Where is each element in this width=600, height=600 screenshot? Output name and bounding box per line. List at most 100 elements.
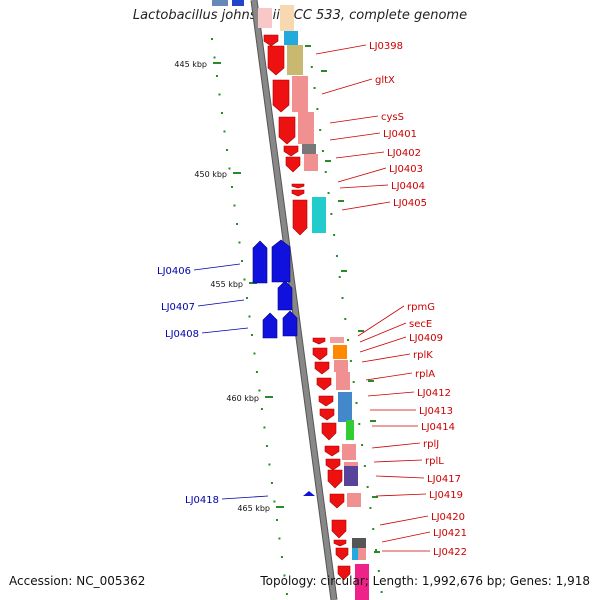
forward-gene-label: LJ0419: [429, 490, 463, 501]
gene-leader-line: [193, 263, 241, 271]
forward-gene-arrow: [291, 183, 305, 189]
scale-tick-dot: [313, 87, 316, 89]
scale-tick-dot: [228, 167, 231, 170]
scale-tick-dot: [211, 38, 213, 40]
function-class-block: [287, 45, 303, 75]
reverse-gene-label: LJ0406: [157, 266, 191, 277]
function-class-block: [292, 76, 308, 112]
scale-tick-dot: [225, 149, 228, 151]
forward-gene-label: rplL: [425, 456, 444, 467]
scale-major-tick: [265, 396, 273, 398]
scale-minor-tick: [341, 270, 347, 272]
scale-tick-dot: [335, 255, 338, 257]
scale-minor-tick: [374, 551, 380, 553]
scale-tick-dot: [352, 381, 355, 383]
forward-gene-arrow: [337, 565, 351, 581]
forward-gene-label: cysS: [381, 112, 404, 123]
scale-tick-dot: [275, 519, 278, 521]
forward-gene-label: LJ0412: [417, 388, 451, 399]
reverse-gene-label: LJ0407: [161, 302, 195, 313]
gene-leader-line: [315, 44, 367, 55]
scale-tick-dot: [377, 570, 380, 572]
scale-tick-dot: [218, 93, 221, 96]
scale-tick-dot: [278, 537, 281, 540]
reverse-gene-arrow: [282, 310, 298, 337]
gene-leader-line: [359, 322, 407, 343]
scale-tick-dot: [230, 186, 233, 188]
reverse-gene-arrow: [271, 239, 291, 283]
forward-gene-arrow: [285, 156, 301, 173]
scale-minor-tick: [325, 160, 331, 162]
forward-gene-arrow: [312, 337, 326, 345]
scale-tick-dot: [355, 402, 358, 404]
forward-gene-arrow: [272, 79, 290, 113]
gene-leader-line: [371, 442, 421, 449]
scale-tick-dot: [248, 315, 251, 318]
forward-gene-arrow: [312, 347, 328, 361]
forward-gene-label: LJ0404: [391, 181, 425, 192]
function-class-block: [330, 337, 344, 343]
scale-tick-dot: [330, 213, 333, 215]
gene-leader-line: [335, 151, 385, 159]
gene-leader-line: [329, 132, 381, 141]
forward-gene-arrow: [292, 199, 308, 236]
scale-tick-dot: [273, 500, 276, 503]
accession-text: Accession: NC_005362: [9, 574, 146, 588]
gene-leader-line: [197, 299, 245, 307]
reverse-gene-arrow: [252, 240, 268, 284]
function-class-block: [212, 0, 228, 6]
scale-tick-dot: [324, 171, 327, 173]
scale-label: 445 kbp: [174, 60, 207, 69]
forward-gene-arrow: [329, 493, 345, 509]
scale-tick-dot: [258, 389, 261, 392]
gene-leader-line: [357, 305, 405, 337]
gene-leader-line: [339, 184, 389, 189]
forward-gene-arrow: [314, 361, 330, 375]
forward-gene-arrow: [318, 395, 334, 407]
scale-tick-dot: [375, 549, 378, 551]
scale-tick-dot: [213, 56, 216, 59]
forward-gene-label: LJ0409: [409, 333, 443, 344]
forward-gene-arrow: [333, 539, 347, 547]
scale-tick-dot: [250, 334, 253, 336]
scale-minor-tick: [338, 200, 344, 202]
scale-major-tick: [276, 506, 284, 508]
scale-minor-tick: [305, 45, 311, 47]
function-class-block: [344, 466, 358, 486]
reverse-gene-arrow: [277, 280, 293, 311]
forward-gene-arrow: [324, 445, 340, 457]
forward-gene-arrow: [325, 458, 341, 471]
scale-tick-dot: [327, 192, 330, 194]
scale-tick-dot: [333, 234, 336, 236]
scale-tick-dot: [245, 297, 248, 299]
scale-tick-dot: [260, 408, 263, 410]
scale-tick-dot: [338, 276, 341, 278]
function-class-block: [304, 154, 318, 171]
scale-tick-dot: [341, 297, 344, 299]
map-title: Lactobacillus johnsonii NCC 533, complet…: [132, 8, 468, 23]
scale-tick-dot: [235, 223, 238, 225]
forward-gene-label: LJ0405: [393, 198, 427, 209]
gene-leader-line: [221, 495, 269, 500]
scale-major-tick: [213, 62, 221, 64]
forward-gene-label: LJ0401: [383, 129, 417, 140]
gene-leader-line: [201, 327, 249, 334]
gene-leader-line: [321, 78, 373, 95]
scale-tick-dot: [215, 75, 218, 77]
gene-leader-line: [365, 372, 413, 381]
function-class-block: [352, 538, 366, 548]
forward-gene-label: LJ0421: [433, 528, 467, 539]
scale-tick-dot: [361, 444, 364, 446]
function-class-block: [284, 31, 298, 45]
function-class-block: [342, 444, 356, 460]
function-class-block: [334, 360, 348, 372]
scale-label: 460 kbp: [226, 394, 259, 403]
genome-summary-text: Topology: circular; Length: 1,992,676 bp…: [260, 574, 590, 588]
reverse-gene-arrow: [262, 312, 278, 339]
function-class-block: [346, 420, 354, 440]
backbone-line: [251, 0, 337, 600]
scale-tick-dot: [380, 591, 383, 593]
scale-tick-dot: [372, 528, 375, 530]
gene-leader-line: [361, 353, 411, 363]
